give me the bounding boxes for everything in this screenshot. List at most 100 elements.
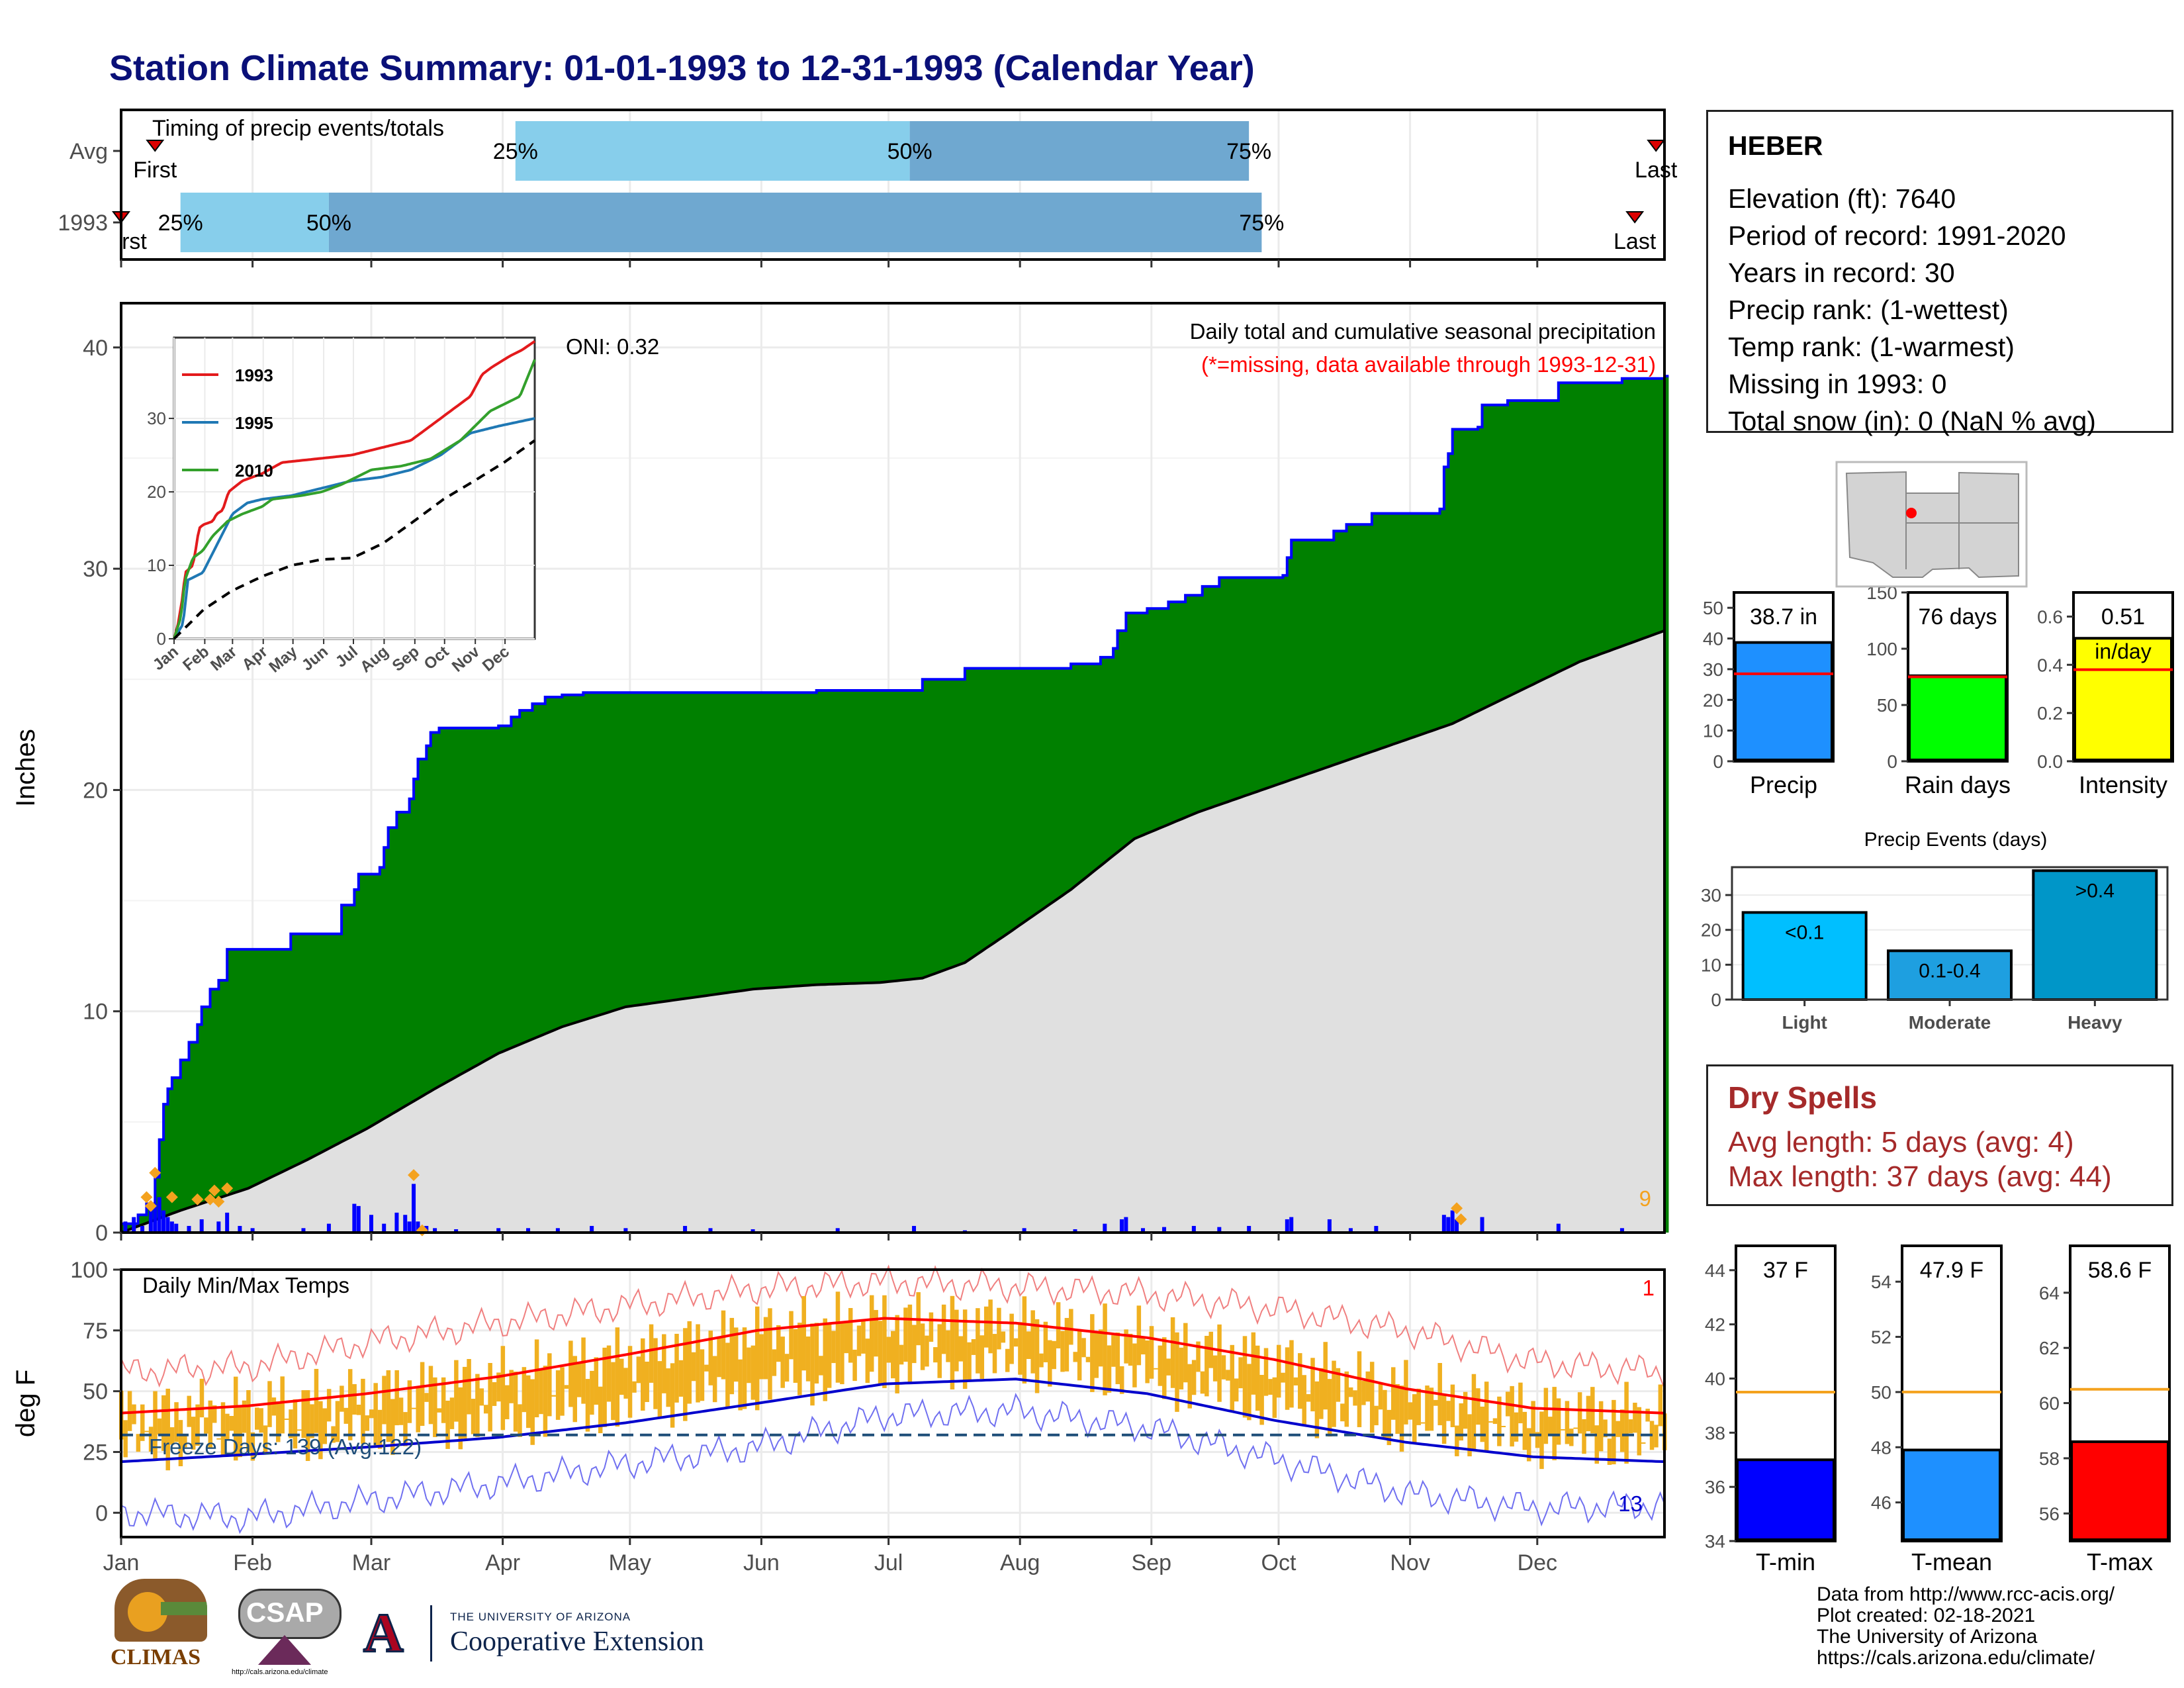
precip-daily-bar <box>174 1223 179 1233</box>
temps-daily-range-bar <box>1369 1362 1375 1433</box>
precip-daily-bar <box>1480 1217 1484 1233</box>
temps-daily-range-bar <box>1034 1319 1040 1393</box>
events-bar-label: >0.4 <box>2075 880 2115 902</box>
temps-daily-range-bar <box>1212 1355 1218 1382</box>
temps-daily-range-bar <box>1628 1419 1633 1434</box>
temps-daily-range-bar <box>1162 1337 1167 1399</box>
precip-daily-bar <box>412 1184 416 1233</box>
temps-daily-range-bar <box>1170 1317 1175 1388</box>
value-panel-y-tick-label: 44 <box>1705 1260 1725 1281</box>
value-panel-y-tick-label: 50 <box>1703 598 1723 618</box>
temps-daily-range-bar <box>259 1408 263 1433</box>
precip-daily-bar <box>161 1210 166 1233</box>
temps-daily-range-bar <box>789 1311 794 1360</box>
temps-daily-range-bar <box>343 1407 349 1424</box>
temps-daily-range-bar <box>500 1346 506 1430</box>
temps-daily-range-bar <box>619 1358 624 1395</box>
temps-month-label: Apr <box>485 1550 520 1575</box>
temps-daily-range-bar <box>547 1353 552 1417</box>
temps-daily-range-bar <box>1094 1331 1099 1378</box>
temps-daily-range-bar <box>1196 1341 1201 1372</box>
timing-plot-border <box>120 109 1666 261</box>
precip-average-area <box>121 630 1664 1233</box>
temps-daily-range-bar <box>1357 1351 1362 1427</box>
temps-daily-range-bar <box>1098 1329 1103 1367</box>
temps-daily-range-bar <box>1425 1385 1430 1431</box>
temps-daily-range-bar <box>1476 1388 1480 1425</box>
timing-pct-label-p75: 75% <box>1226 139 1271 164</box>
temps-daily-range-bar <box>314 1368 319 1433</box>
inset-y-tick-label: 20 <box>147 482 166 502</box>
temps-daily-range-bar <box>950 1295 955 1390</box>
value-panel-y-tick-label: 42 <box>1705 1315 1725 1335</box>
temps-daily-range-bar <box>1166 1358 1171 1376</box>
temps-daily-range-bar <box>492 1382 497 1406</box>
events-y-tick-label: 30 <box>1701 885 1721 906</box>
temps-month-label: May <box>609 1550 651 1575</box>
inset-y-tick-label: 30 <box>147 408 166 428</box>
events-category-label: Heavy <box>2068 1012 2122 1033</box>
temps-daily-range-bar <box>962 1309 968 1389</box>
temps-record-min-line <box>120 1392 1665 1534</box>
temps-daily-range-bar <box>551 1395 556 1397</box>
timing-bar-q2-q3 <box>328 193 1262 252</box>
value-panel-label: T-mean <box>1911 1548 1992 1575</box>
value-panel-bar <box>2070 1440 2169 1541</box>
period-text: Period of record: 1991-2020 <box>1728 220 2066 251</box>
temps-daily-range-bar <box>1064 1317 1069 1372</box>
temps-daily-range-bar <box>157 1418 162 1435</box>
temps-daily-range-bar <box>539 1370 543 1415</box>
map-states-shape <box>1845 471 2019 579</box>
timing-bar-q1-q2 <box>180 193 329 252</box>
value-panel-label: Precip <box>1750 771 1817 798</box>
temps-daily-range-bar <box>238 1407 242 1458</box>
temps-daily-range-bar <box>1548 1417 1553 1436</box>
precip-subtitle: (*=missing, data available through 1993-… <box>1201 352 1656 377</box>
precip-daily-bar <box>1247 1225 1251 1233</box>
timing-bar-q1-q2 <box>515 121 910 181</box>
temp-rank-text: Temp rank: (1-warmest) <box>1728 332 2015 362</box>
temps-daily-range-bar <box>1052 1340 1056 1370</box>
snow-text: Total snow (in): 0 (NaN % avg) <box>1728 406 2096 436</box>
timing-title: Timing of precip events/totals <box>152 116 444 141</box>
temps-daily-range-bar <box>1154 1368 1158 1370</box>
temps-daily-range-bar <box>1607 1438 1612 1465</box>
precip-daily-bar <box>407 1221 412 1233</box>
temps-month-label: Nov <box>1390 1550 1430 1575</box>
temps-daily-range-bar <box>449 1397 455 1429</box>
temps-daily-range-bar <box>127 1391 132 1431</box>
dry-spells-title: Dry Spells <box>1728 1080 1877 1115</box>
temps-daily-range-bar <box>1615 1421 1621 1437</box>
temps-daily-range-bar <box>1480 1406 1485 1442</box>
temps-daily-range-bar <box>776 1325 781 1362</box>
missing-text: Missing in 1993: 0 <box>1728 369 1947 399</box>
timing-pct-label-p25: 25% <box>158 211 203 236</box>
temps-daily-range-bar <box>623 1368 628 1399</box>
temps-daily-range-bar <box>683 1328 688 1421</box>
temps-daily-range-bar <box>569 1340 573 1407</box>
precip-y-tick-label: 40 <box>83 336 108 361</box>
temps-daily-range-bar <box>340 1385 344 1412</box>
value-panel-label: T-min <box>1756 1548 1815 1575</box>
temps-daily-range-bar <box>700 1349 705 1401</box>
temps-y-tick-label: 25 <box>83 1440 108 1465</box>
temps-daily-range-bar <box>441 1377 446 1423</box>
value-panel-y-tick-label: 20 <box>1703 690 1723 710</box>
temps-daily-range-bar <box>1018 1322 1023 1375</box>
temps-daily-range-bar <box>255 1407 259 1430</box>
precip-daily-bar <box>238 1225 242 1233</box>
precip-daily-bar <box>1327 1219 1332 1233</box>
temps-daily-range-bar <box>1535 1432 1540 1448</box>
temps-daily-range-bar <box>1365 1371 1371 1402</box>
temps-daily-range-bar <box>543 1366 548 1437</box>
precip-daily-bar <box>433 1228 437 1233</box>
temps-daily-range-bar <box>140 1404 145 1441</box>
temps-y-tick-label: 50 <box>83 1380 108 1405</box>
precip-events-chart: Precip Events (days) <0.1 Light 0.1-0.4 Mode… <box>1701 829 2169 1033</box>
precip-daily-bar <box>526 1228 531 1233</box>
temps-daily-range-bar <box>1136 1305 1142 1366</box>
temps-daily-range-bar <box>1408 1402 1413 1420</box>
timing-row-label: Avg <box>69 139 108 164</box>
